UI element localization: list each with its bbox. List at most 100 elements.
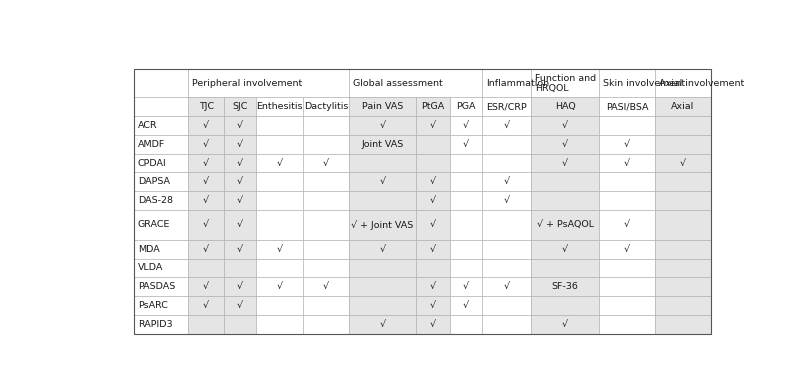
Bar (302, 259, 349, 277)
Bar (599, 210, 655, 240)
Bar (450, 172, 482, 191)
Text: PASI/BSA: PASI/BSA (606, 102, 648, 111)
Text: Dactylitis: Dactylitis (304, 102, 348, 111)
Bar (416, 259, 450, 277)
Bar (531, 210, 599, 240)
Bar (655, 172, 710, 191)
Bar (349, 240, 416, 259)
Bar (349, 277, 416, 296)
Bar (482, 116, 531, 135)
Text: √: √ (562, 140, 568, 149)
Bar (189, 116, 224, 135)
Bar (531, 296, 599, 315)
Bar (349, 116, 416, 135)
Text: √: √ (237, 282, 243, 291)
Text: PsARC: PsARC (138, 301, 168, 310)
Text: √: √ (237, 177, 243, 186)
Bar (450, 240, 482, 259)
Bar (302, 296, 349, 315)
Text: √: √ (562, 121, 568, 130)
Bar (224, 172, 257, 191)
Bar (655, 98, 710, 116)
Text: ESR/CRP: ESR/CRP (486, 102, 527, 111)
Text: CPDAI: CPDAI (138, 158, 166, 168)
Bar (189, 69, 349, 98)
Text: √: √ (562, 320, 568, 329)
Text: ACR: ACR (138, 121, 158, 130)
Bar (655, 116, 710, 135)
Bar (189, 259, 224, 277)
Bar (224, 277, 257, 296)
Text: √: √ (203, 121, 209, 130)
Bar (482, 154, 531, 172)
Bar (599, 296, 655, 315)
Bar (302, 210, 349, 240)
Bar (302, 240, 349, 259)
Text: √: √ (203, 177, 209, 186)
Bar (482, 240, 531, 259)
Text: √: √ (562, 158, 568, 168)
Bar (655, 69, 710, 98)
Bar (450, 277, 482, 296)
Text: √: √ (504, 121, 510, 130)
Bar (349, 191, 416, 210)
Text: √: √ (237, 196, 243, 205)
Text: √: √ (379, 177, 386, 186)
Text: Skin involvement: Skin involvement (603, 79, 685, 88)
Bar (349, 172, 416, 191)
Text: Axial involvement: Axial involvement (658, 79, 744, 88)
Text: √: √ (463, 301, 469, 310)
Bar (257, 154, 302, 172)
Bar (531, 277, 599, 296)
Text: √: √ (237, 121, 243, 130)
Bar (189, 172, 224, 191)
Text: √: √ (203, 245, 209, 254)
Bar (450, 259, 482, 277)
Bar (257, 135, 302, 154)
Text: GRACE: GRACE (138, 220, 170, 229)
Text: Function and
HRQOL: Function and HRQOL (535, 74, 596, 93)
Bar (134, 210, 189, 240)
Bar (482, 191, 531, 210)
Bar (416, 210, 450, 240)
Text: Joint VAS: Joint VAS (361, 140, 403, 149)
Text: √: √ (430, 196, 435, 205)
Text: VLDA: VLDA (138, 264, 163, 273)
Text: √: √ (624, 140, 630, 149)
Bar (416, 116, 450, 135)
Text: DAS-28: DAS-28 (138, 196, 173, 205)
Text: √: √ (237, 158, 243, 168)
Bar (224, 240, 257, 259)
Bar (257, 172, 302, 191)
Text: DAPSA: DAPSA (138, 177, 170, 186)
Bar (134, 116, 189, 135)
Bar (599, 98, 655, 116)
Text: SJC: SJC (233, 102, 248, 111)
Bar (655, 240, 710, 259)
Bar (257, 210, 302, 240)
Bar (416, 191, 450, 210)
Bar (599, 240, 655, 259)
Text: Inflammation: Inflammation (486, 79, 549, 88)
Text: √: √ (562, 245, 568, 254)
Bar (134, 296, 189, 315)
Text: √: √ (203, 301, 209, 310)
Text: Pain VAS: Pain VAS (362, 102, 403, 111)
Bar (257, 240, 302, 259)
Text: √: √ (203, 220, 209, 229)
Text: √: √ (463, 121, 469, 130)
Bar (349, 296, 416, 315)
Bar (450, 315, 482, 333)
Text: √: √ (463, 282, 469, 291)
Bar (302, 116, 349, 135)
Text: √: √ (624, 158, 630, 168)
Bar (134, 240, 189, 259)
Text: √: √ (680, 158, 686, 168)
Bar (349, 315, 416, 333)
Bar (224, 210, 257, 240)
Bar (416, 277, 450, 296)
Bar (224, 296, 257, 315)
Bar (302, 98, 349, 116)
Bar (450, 210, 482, 240)
Bar (257, 116, 302, 135)
